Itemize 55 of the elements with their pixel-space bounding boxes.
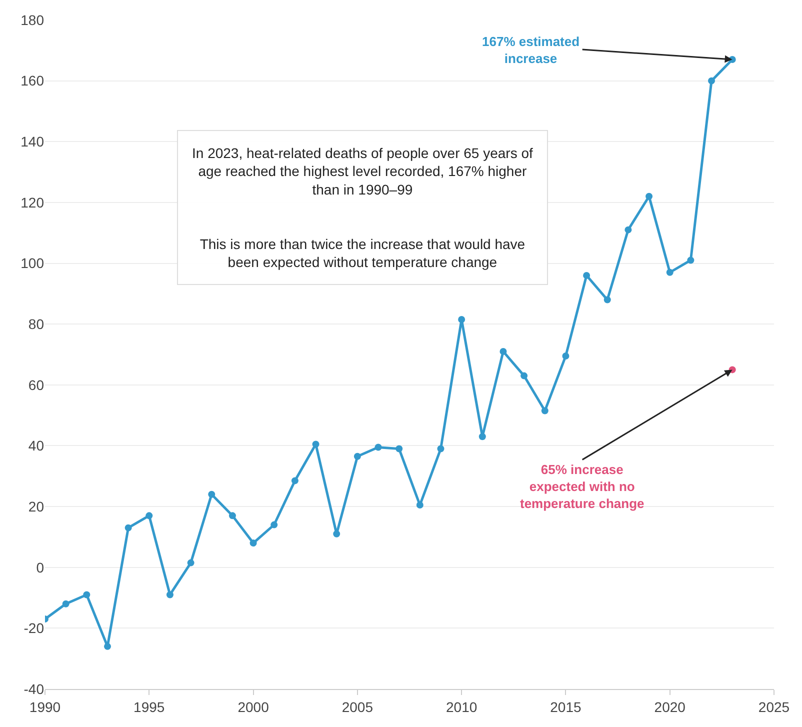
point — [124, 524, 132, 532]
point — [541, 407, 548, 414]
y-tick-label: 80 — [28, 316, 44, 332]
y-tick-label: 180 — [20, 12, 44, 28]
point — [520, 372, 528, 380]
point — [83, 591, 90, 598]
y-tick-label: -40 — [24, 680, 44, 697]
point — [208, 490, 216, 498]
x-tick-label: 1990 — [29, 698, 61, 715]
y-tick-label: 60 — [28, 376, 44, 393]
point — [583, 272, 590, 279]
x-tick-label: 2015 — [550, 698, 582, 715]
point — [708, 77, 716, 84]
point — [500, 348, 507, 355]
point — [333, 530, 340, 538]
point — [604, 296, 611, 304]
y-tick-label: 160 — [20, 72, 44, 89]
point — [270, 521, 278, 528]
annotation: 65% increase expected with no temperature change — [520, 462, 644, 511]
x-tick-label: 2010 — [446, 698, 478, 715]
point — [562, 352, 570, 360]
point — [228, 512, 236, 520]
y-tick-label: 20 — [28, 498, 44, 514]
point — [437, 445, 444, 452]
text: In 2023, heat-related deaths of people over 65 years of age reached the highest level recorded, 167% higher than in 1990–99 This is more than twice the increase that would have been expected without temperature change — [192, 145, 533, 270]
y-tick-label: 120 — [20, 194, 44, 210]
point — [291, 477, 298, 484]
point — [104, 642, 111, 650]
point — [354, 452, 361, 460]
point — [624, 226, 632, 234]
point — [62, 600, 70, 608]
point — [374, 444, 382, 451]
x-tick-label: 2005 — [342, 698, 374, 715]
y-tick-label: 140 — [20, 134, 44, 150]
point — [187, 559, 194, 566]
y-tick-label: 0 — [36, 559, 44, 576]
point — [458, 316, 466, 324]
annotation: 167% estimated increase — [482, 34, 580, 66]
point — [166, 591, 174, 598]
point — [312, 440, 320, 448]
point — [416, 502, 424, 509]
point — [646, 192, 653, 200]
x-tick-label: 2025 — [758, 698, 790, 715]
y-tick-label: -20 — [24, 620, 44, 636]
point — [687, 256, 694, 264]
point — [666, 268, 674, 276]
point — [146, 512, 153, 520]
point — [396, 445, 403, 452]
point — [250, 540, 257, 547]
y-tick-label: 100 — [20, 255, 44, 272]
x-tick-label: 1995 — [134, 698, 165, 715]
point — [478, 433, 486, 440]
y-tick-label: 40 — [28, 438, 44, 454]
x-tick-label: 2020 — [654, 698, 686, 715]
x-tick-label: 2000 — [238, 698, 270, 715]
